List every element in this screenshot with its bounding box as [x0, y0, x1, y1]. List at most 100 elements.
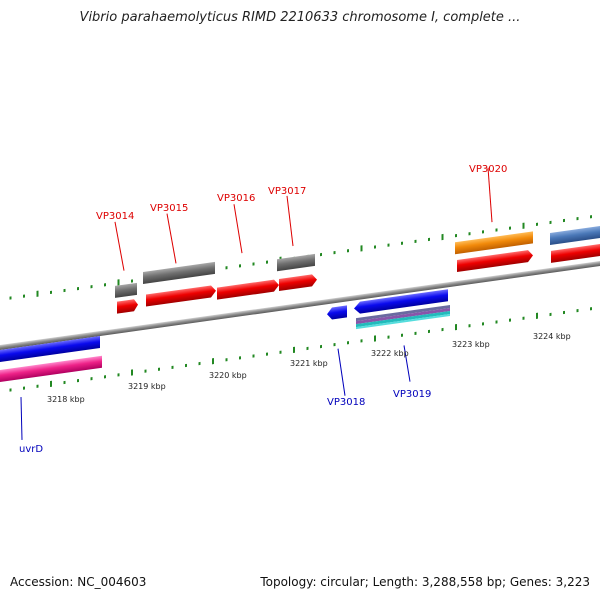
- forward-tick: [50, 290, 52, 294]
- reverse-tick: [266, 352, 268, 356]
- gene-vp3019-stripe-3: [356, 310, 450, 328]
- gene-label-vp3015[interactable]: VP3015: [150, 203, 188, 214]
- gene-label-vp3019[interactable]: VP3019: [393, 389, 431, 400]
- reverse-tick: [333, 343, 336, 347]
- reverse-tick: [9, 388, 12, 392]
- reverse-tick: [36, 384, 39, 388]
- kbp-label: 3221 kbp: [290, 359, 328, 368]
- forward-tick: [441, 233, 444, 241]
- reverse-tick: [482, 322, 484, 326]
- gene-vp3020-orange[interactable]: [455, 231, 533, 255]
- forward-tick: [549, 220, 552, 225]
- reverse-tick: [198, 361, 201, 366]
- reverse-tick: [401, 333, 403, 337]
- reverse-tick: [185, 363, 187, 368]
- gene-vp3019-stripe-1: [356, 304, 450, 322]
- reverse-tick: [387, 335, 390, 339]
- reverse-tick: [428, 329, 430, 334]
- gene-label-vp3017[interactable]: VP3017: [268, 186, 306, 197]
- gene-label-vp3014[interactable]: VP3014: [96, 211, 134, 222]
- gene-uvrd-cds[interactable]: [0, 335, 100, 364]
- gene-vp3015-gray[interactable]: [143, 261, 215, 284]
- gene-label-vp3016[interactable]: VP3016: [217, 193, 255, 204]
- gene-vp3014-gray[interactable]: [115, 282, 137, 298]
- forward-tick: [23, 294, 25, 298]
- gene-vp3018-cds[interactable]: [327, 305, 347, 320]
- forward-tick: [77, 286, 79, 291]
- forward-tick: [90, 285, 93, 289]
- reverse-tick: [252, 354, 255, 358]
- accession-text: Accession: NC_004603: [10, 575, 147, 589]
- leader-vp3018: [337, 348, 346, 396]
- gene-vp3017-cds[interactable]: [279, 274, 317, 291]
- gene-vp3019-stripe-4: [356, 313, 450, 330]
- forward-tick: [401, 241, 403, 245]
- forward-tick: [590, 215, 592, 219]
- forward-tick: [239, 264, 241, 268]
- forward-tick: [63, 288, 66, 293]
- gene-vp3019-cds[interactable]: [354, 289, 448, 314]
- reverse-tick: [536, 312, 538, 319]
- gene-vp3016-cds[interactable]: [217, 279, 279, 300]
- gene-uvrd-pink[interactable]: [0, 355, 102, 384]
- forward-tick: [482, 230, 484, 234]
- reverse-tick: [347, 341, 349, 345]
- leader-vp3017: [286, 195, 294, 247]
- gene-vp3020-cds[interactable]: [457, 249, 533, 273]
- reverse-tick: [320, 344, 322, 349]
- forward-tick: [428, 237, 430, 242]
- reverse-tick: [374, 335, 376, 342]
- reverse-tick: [509, 318, 511, 322]
- reverse-tick: [117, 373, 120, 377]
- forward-tick: [225, 266, 228, 270]
- gene-label-uvrd[interactable]: uvrD: [19, 444, 43, 455]
- gene-vp3017-gray[interactable]: [277, 253, 315, 272]
- reverse-tick: [50, 380, 52, 387]
- leader-vp3014: [114, 221, 125, 271]
- gene-label-vp3020[interactable]: VP3020: [469, 164, 507, 175]
- gene-vp3015-cds[interactable]: [146, 285, 216, 307]
- gene-label-vp3018[interactable]: VP3018: [327, 397, 365, 408]
- reverse-tick: [441, 327, 444, 332]
- gene-vp3019-stripe-2: [356, 307, 450, 325]
- reverse-tick: [293, 346, 295, 353]
- forward-tick: [563, 218, 565, 223]
- forward-tick: [522, 222, 525, 229]
- reverse-tick: [549, 312, 552, 317]
- reverse-tick: [590, 307, 592, 311]
- kbp-label: 3219 kbp: [128, 382, 166, 391]
- gene-next-steel[interactable]: [550, 224, 600, 245]
- forward-tick: [347, 249, 349, 253]
- reverse-tick: [225, 358, 228, 362]
- reverse-tick: [576, 309, 579, 313]
- chromosome-title: Vibrio parahaemolyticus RIMD 2210633 chr…: [79, 10, 521, 25]
- kbp-label: 3223 kbp: [452, 340, 490, 349]
- forward-tick: [104, 283, 106, 287]
- reverse-genes: [0, 289, 450, 384]
- forward-tick: [117, 279, 120, 286]
- forward-tick: [252, 262, 255, 266]
- forward-tick: [266, 260, 268, 264]
- leader-vp3020: [487, 167, 493, 223]
- forward-tick: [374, 245, 376, 249]
- reverse-tick: [171, 365, 174, 369]
- forward-tick: [455, 234, 457, 238]
- reverse-tick: [212, 358, 214, 365]
- forward-tick: [536, 222, 538, 226]
- gene-labels: VP3014 VP3015 VP3016 VP3017 VP3020 VP301…: [19, 164, 507, 455]
- reverse-strand-ticks: [9, 307, 592, 392]
- gene-vp3014-cds[interactable]: [117, 299, 138, 314]
- forward-tick: [468, 232, 471, 236]
- genome-summary: Topology: circular; Length: 3,288,558 bp…: [260, 575, 590, 589]
- reverse-tick: [522, 316, 525, 320]
- kbp-label: 3220 kbp: [209, 371, 247, 380]
- gene-next-cds[interactable]: [551, 242, 600, 263]
- label-leaders: [20, 167, 493, 441]
- reverse-tick: [306, 346, 309, 351]
- reverse-tick: [131, 369, 133, 376]
- reverse-tick: [144, 369, 147, 373]
- kbp-label: 3218 kbp: [47, 395, 85, 404]
- reverse-tick: [63, 380, 66, 385]
